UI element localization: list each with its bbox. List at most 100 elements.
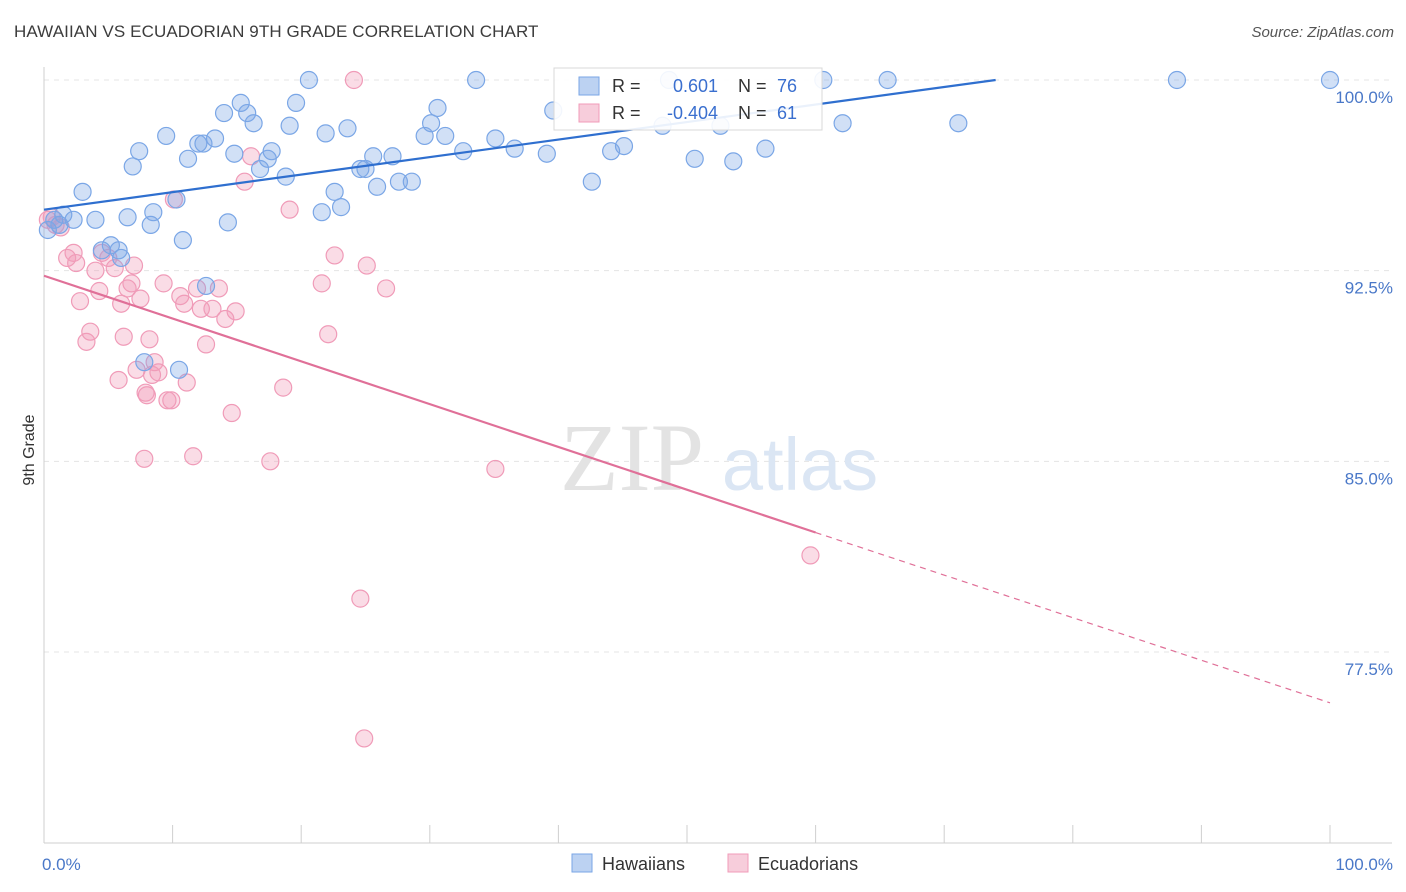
- ecuadorians-point-44: [226, 302, 245, 321]
- ecuadorians-trend-extension: [815, 531, 1331, 704]
- hawaiians-point-27: [218, 213, 237, 232]
- ecuadorians-point-24: [137, 386, 156, 405]
- hawaiians-point-11: [118, 208, 137, 227]
- source-label: Source: ZipAtlas.com: [1251, 24, 1394, 41]
- ecuadorians-point-49: [280, 200, 299, 219]
- hawaiians-point-41: [325, 182, 344, 201]
- hawaiians-point-30: [238, 103, 257, 123]
- ecuadorians-point-47: [261, 452, 280, 471]
- ecuadorians-point-8: [81, 322, 100, 341]
- ecuadorians-point-34: [175, 294, 194, 313]
- ecuadorians-r-label: R =: [612, 103, 641, 123]
- hawaiians-point-57: [486, 129, 505, 148]
- ecuadorians-point-6: [70, 292, 90, 311]
- hawaiians-point-25: [205, 129, 225, 148]
- hawaiians-point-71: [833, 114, 852, 133]
- hawaiians-point-0: [38, 220, 57, 240]
- hawaiians-point-5: [73, 182, 92, 201]
- ecuadorians-point-28: [149, 363, 168, 382]
- hawaiians-point-58: [505, 139, 524, 158]
- hawaiians-point-74: [1167, 70, 1187, 90]
- ecuadorians-point-39: [196, 335, 216, 354]
- hawaiians-point-38: [299, 70, 319, 90]
- hawaiians-point-18: [167, 190, 186, 209]
- hawaiians-point-20: [173, 231, 192, 250]
- hawaiians-point-53: [428, 98, 447, 118]
- hawaiians-point-40: [316, 124, 335, 143]
- hawaiians-point-36: [280, 116, 299, 135]
- x-tick-label-0: 0.0%: [42, 855, 81, 874]
- hawaiians-n-label: N =: [738, 76, 767, 96]
- hawaiians-point-14: [135, 353, 154, 372]
- ecuadorians-point-31: [162, 391, 181, 410]
- ecuadorians-point-14: [109, 370, 128, 390]
- ecuadorians-point-29: [154, 274, 173, 293]
- ecuadorians-point-52: [325, 246, 344, 265]
- hawaiians-point-42: [331, 198, 351, 217]
- hawaiians-point-47: [367, 177, 387, 196]
- ecuadorians-point-59: [801, 546, 820, 565]
- watermark: ZIP atlas: [560, 404, 878, 511]
- x-tick-label-1: 100.0%: [1335, 855, 1393, 874]
- chart-title: HAWAIIAN VS ECUADORIAN 9TH GRADE CORRELA…: [14, 22, 539, 41]
- hawaiians-r-value: 0.601: [673, 76, 718, 96]
- hawaiians-point-50: [402, 172, 421, 191]
- ecuadorians-n-value: 61: [777, 103, 797, 123]
- hawaiians-point-73: [949, 114, 968, 133]
- watermark-atlas: atlas: [722, 423, 878, 506]
- hawaiians-point-19: [169, 360, 189, 379]
- ecuadorians-legend-label: Ecuadorians: [758, 854, 858, 874]
- hawaiians-point-46: [364, 147, 383, 166]
- hawaiians-trend-line: [43, 78, 996, 211]
- hawaiians-r-label: R =: [612, 76, 641, 96]
- ecuadorians-trend-line: [43, 274, 816, 534]
- hawaiians-point-37: [286, 93, 306, 112]
- ecuadorians-point-58: [486, 459, 505, 479]
- bottom-legend: Hawaiians Ecuadorians: [571, 853, 858, 874]
- hawaiians-point-21: [178, 149, 198, 168]
- hawaiians-point-75: [1320, 70, 1340, 90]
- tick-labels: 100.0% 92.5% 85.0% 77.5% 0.0% 100.0%: [42, 88, 1393, 874]
- y-tick-label-1: 92.5%: [1345, 279, 1393, 298]
- hawaiians-point-6: [86, 210, 105, 229]
- hawaiians-point-52: [421, 114, 441, 133]
- ecuadorians-point-48: [274, 378, 293, 397]
- hawaiians-point-39: [312, 203, 331, 222]
- hawaiians-point-56: [466, 70, 486, 90]
- ecuadorians-point-43: [222, 403, 241, 423]
- hawaiians-point-34: [262, 142, 281, 161]
- ecuadorians-point-25: [140, 330, 159, 349]
- ecuadorians-point-21: [131, 289, 150, 308]
- hawaiians-point-32: [250, 159, 270, 179]
- hawaiians-point-24: [196, 276, 216, 296]
- hawaiians-point-17: [157, 126, 176, 146]
- ecuadorians-point-5: [67, 253, 86, 273]
- hawaiians-point-69: [756, 139, 775, 158]
- hawaiians-stats-swatch: [578, 76, 600, 96]
- hawaiians-point-49: [389, 172, 409, 191]
- ecuadorians-point-50: [312, 274, 331, 293]
- ecuadorians-r-value: -0.404: [667, 103, 718, 123]
- watermark-zip: ZIP: [560, 404, 704, 511]
- hawaiians-point-10: [112, 248, 131, 268]
- hawaiians-point-66: [685, 149, 704, 168]
- hawaiians-point-4: [64, 210, 83, 229]
- ecuadorians-point-18: [122, 274, 141, 293]
- hawaiians-point-12: [123, 157, 142, 176]
- hawaiians-point-16: [144, 203, 163, 222]
- hawaiians-point-68: [724, 152, 743, 171]
- ecuadorians-point-9: [86, 261, 105, 280]
- y-tick-label-0: 100.0%: [1335, 88, 1393, 107]
- ecuadorians-point-57: [376, 279, 396, 298]
- hawaiians-point-59: [537, 144, 556, 163]
- ecuadorians-point-54: [351, 589, 370, 608]
- grid-lines: [44, 79, 1392, 653]
- hawaiians-point-61: [582, 172, 601, 191]
- hawaiians-legend-swatch: [571, 853, 593, 873]
- ecuadorians-point-16: [114, 327, 133, 346]
- hawaiians-point-31: [244, 114, 263, 133]
- ecuadorians-point-53: [344, 70, 364, 90]
- hawaiians-point-13: [130, 142, 149, 161]
- ecuadorians-point-56: [357, 256, 376, 275]
- y-axis-label: 9th Grade: [21, 414, 38, 485]
